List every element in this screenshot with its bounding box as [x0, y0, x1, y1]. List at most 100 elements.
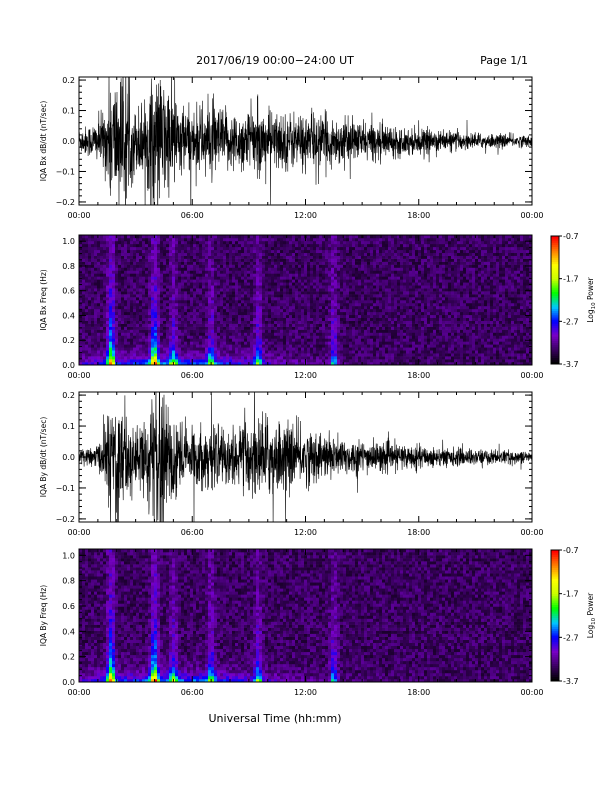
heatmap-cell: [127, 297, 130, 300]
heatmap-cell: [91, 347, 94, 350]
heatmap-cell: [352, 253, 355, 256]
heatmap-cell: [352, 244, 355, 247]
heatmap-cell: [406, 247, 409, 250]
heatmap-cell: [112, 244, 115, 247]
heatmap-cell: [244, 247, 247, 250]
heatmap-cell: [97, 253, 100, 256]
heatmap-cell: [274, 318, 277, 321]
heatmap-cell: [82, 273, 85, 276]
heatmap-cell: [124, 270, 127, 273]
heatmap-cell: [220, 356, 223, 359]
heatmap-cell: [232, 256, 235, 259]
heatmap-cell: [235, 282, 238, 285]
heatmap-cell: [379, 282, 382, 285]
heatmap-cell: [274, 265, 277, 268]
heatmap-cell: [346, 324, 349, 327]
heatmap-cell: [187, 262, 190, 265]
heatmap-cell: [205, 303, 208, 306]
heatmap-cell: [130, 341, 133, 344]
heatmap-cell: [91, 356, 94, 359]
heatmap-cell: [391, 256, 394, 259]
heatmap-cell: [121, 285, 124, 288]
heatmap-cell: [118, 276, 121, 279]
heatmap-cell: [169, 300, 172, 303]
heatmap-cell: [310, 312, 313, 315]
heatmap-cell: [151, 315, 154, 318]
heatmap-cell: [214, 244, 217, 247]
heatmap-cell: [304, 347, 307, 350]
heatmap-cell: [172, 359, 175, 362]
heatmap-cell: [352, 259, 355, 262]
heatmap-cell: [352, 303, 355, 306]
heatmap-cell: [268, 241, 271, 244]
heatmap-cell: [166, 256, 169, 259]
heatmap-cell: [376, 347, 379, 350]
heatmap-cell: [211, 294, 214, 297]
heatmap-cell: [205, 324, 208, 327]
heatmap-cell: [250, 276, 253, 279]
heatmap-cell: [196, 353, 199, 356]
heatmap-cell: [256, 330, 259, 333]
heatmap-cell: [274, 333, 277, 336]
heatmap-cell: [193, 276, 196, 279]
heatmap-cell: [208, 327, 211, 330]
heatmap-cell: [268, 350, 271, 353]
heatmap-cell: [319, 253, 322, 256]
heatmap-cell: [316, 341, 319, 344]
heatmap-cell: [331, 282, 334, 285]
heatmap-cell: [337, 259, 340, 262]
heatmap-cell: [337, 244, 340, 247]
heatmap-cell: [91, 333, 94, 336]
heatmap-cell: [211, 344, 214, 347]
heatmap-cell: [277, 288, 280, 291]
heatmap-cell: [214, 241, 217, 244]
heatmap-cell: [298, 309, 301, 312]
heatmap-cell: [115, 270, 118, 273]
heatmap-cell: [382, 315, 385, 318]
heatmap-cell: [397, 238, 400, 241]
heatmap-cell: [91, 268, 94, 271]
heatmap-cell: [106, 241, 109, 244]
heatmap-cell: [169, 259, 172, 262]
heatmap-cell: [367, 356, 370, 359]
heatmap-cell: [133, 344, 136, 347]
heatmap-cell: [346, 330, 349, 333]
heatmap-cell: [217, 347, 220, 350]
heatmap-cell: [301, 265, 304, 268]
heatmap-cell: [97, 279, 100, 282]
heatmap-cell: [334, 321, 337, 324]
heatmap-cell: [100, 353, 103, 356]
heatmap-cell: [328, 350, 331, 353]
heatmap-cell: [157, 333, 160, 336]
heatmap-cell: [271, 241, 274, 244]
heatmap-cell: [217, 253, 220, 256]
heatmap-cell: [202, 359, 205, 362]
heatmap-cell: [235, 356, 238, 359]
heatmap-cell: [250, 315, 253, 318]
heatmap-cell: [184, 335, 187, 338]
heatmap-cell: [343, 279, 346, 282]
heatmap-cell: [370, 259, 373, 262]
heatmap-cell: [172, 253, 175, 256]
heatmap-cell: [172, 333, 175, 336]
heatmap-cell: [157, 270, 160, 273]
heatmap-cell: [301, 288, 304, 291]
heatmap-cell: [226, 297, 229, 300]
heatmap-cell: [115, 262, 118, 265]
heatmap-cell: [199, 335, 202, 338]
heatmap-cell: [310, 268, 313, 271]
heatmap-cell: [151, 318, 154, 321]
heatmap-cell: [400, 309, 403, 312]
heatmap-cell: [211, 256, 214, 259]
heatmap-cell: [142, 291, 145, 294]
heatmap-cell: [190, 273, 193, 276]
heatmap-cell: [391, 330, 394, 333]
heatmap-cell: [262, 312, 265, 315]
heatmap-cell: [220, 241, 223, 244]
heatmap-cell: [304, 276, 307, 279]
heatmap-cell: [409, 279, 412, 282]
heatmap-cell: [274, 288, 277, 291]
heatmap-cell: [220, 338, 223, 341]
heatmap-cell: [382, 350, 385, 353]
heatmap-cell: [193, 344, 196, 347]
